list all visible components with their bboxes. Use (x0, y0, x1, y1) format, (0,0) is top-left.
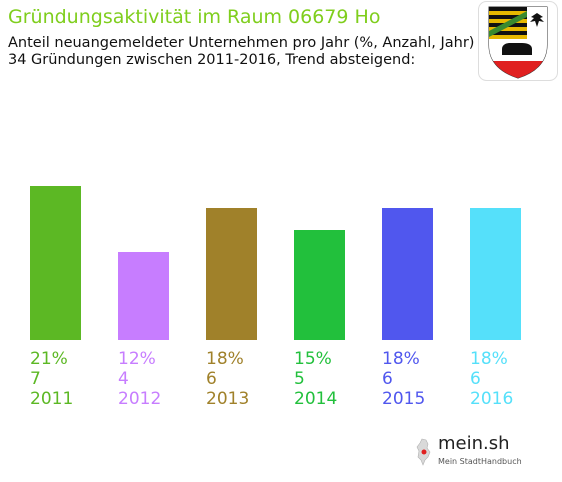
count-label-2011: 7 (30, 369, 41, 389)
chart-title: Gründungsaktivität im Raum 06679 Ho (8, 6, 381, 28)
bar-2015 (382, 208, 433, 340)
brand-name: mein.sh (438, 433, 510, 454)
percent-label-2016: 18% (470, 349, 508, 369)
brand-logo: mein.sh Mein StadtHandbuch (412, 432, 524, 474)
germany-map-pin-icon (416, 438, 431, 466)
saxony-anhalt-coat-of-arms-icon (478, 1, 558, 81)
year-label-2013: 2013 (206, 389, 249, 409)
bar-2016 (470, 208, 521, 340)
chart-subtitle-line1: Anteil neuangemeldeter Unternehmen pro J… (8, 35, 475, 51)
percent-label-2014: 15% (294, 349, 332, 369)
percent-label-2015: 18% (382, 349, 420, 369)
bar-2013 (206, 208, 257, 340)
brand-tagline: Mein StadtHandbuch (438, 457, 522, 466)
year-label-2012: 2012 (118, 389, 161, 409)
count-label-2014: 5 (294, 369, 305, 389)
bar-2012 (118, 252, 169, 340)
percent-label-2012: 12% (118, 349, 156, 369)
percent-label-2013: 18% (206, 349, 244, 369)
count-label-2012: 4 (118, 369, 129, 389)
percent-label-2011: 21% (30, 349, 68, 369)
year-label-2015: 2015 (382, 389, 425, 409)
count-label-2016: 6 (470, 369, 481, 389)
count-label-2015: 6 (382, 369, 393, 389)
year-label-2016: 2016 (470, 389, 513, 409)
count-label-2013: 6 (206, 369, 217, 389)
chart-subtitle-line2: 34 Gründungen zwischen 2011-2016, Trend … (8, 52, 416, 68)
year-label-2011: 2011 (30, 389, 73, 409)
bar-2011 (30, 186, 81, 340)
year-label-2014: 2014 (294, 389, 337, 409)
bar-2014 (294, 230, 345, 340)
